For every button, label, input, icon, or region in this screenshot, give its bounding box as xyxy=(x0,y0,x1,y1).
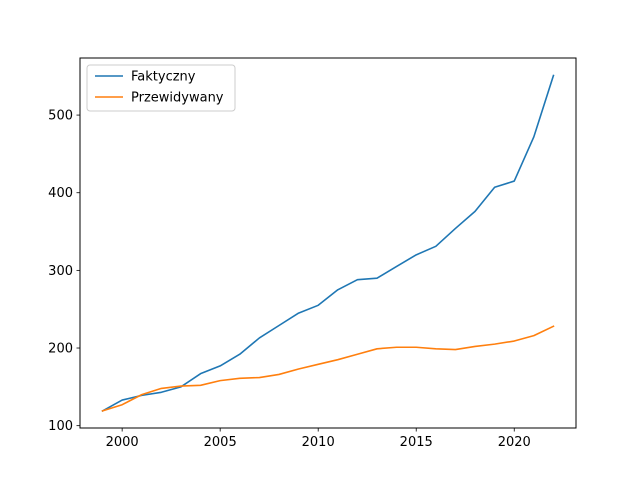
legend: Faktyczny Przewidywany xyxy=(86,64,236,112)
data-point xyxy=(337,359,338,360)
data-point xyxy=(278,325,279,326)
data-point xyxy=(376,348,377,349)
y-tick-label: 500 xyxy=(48,109,73,124)
data-point xyxy=(122,399,123,400)
data-point xyxy=(122,404,123,405)
data-point xyxy=(474,211,475,212)
data-point xyxy=(298,368,299,369)
data-point xyxy=(435,246,436,247)
data-point xyxy=(259,337,260,338)
x-tick-label: 2020 xyxy=(498,435,531,450)
data-point xyxy=(318,305,319,306)
x-tick-label: 2000 xyxy=(106,435,139,450)
axes-frame xyxy=(79,57,577,429)
y-tick-label: 300 xyxy=(48,264,73,279)
x-tick-label: 2005 xyxy=(204,435,237,450)
data-point xyxy=(357,354,358,355)
data-point xyxy=(533,136,534,137)
data-point xyxy=(376,278,377,279)
data-point xyxy=(180,385,181,386)
legend-label-przewidywany: Przewidywany xyxy=(131,91,224,106)
data-point xyxy=(455,228,456,229)
series-line-przewidywany xyxy=(101,325,555,412)
data-point xyxy=(141,394,142,395)
y-axis: 100 200 300 400 500 xyxy=(48,109,80,434)
data-point xyxy=(259,377,260,378)
legend-box xyxy=(86,64,236,112)
data-point xyxy=(553,326,554,327)
x-tick-label: 2015 xyxy=(400,435,433,450)
data-point xyxy=(161,392,162,393)
y-tick-label: 200 xyxy=(48,342,73,357)
plot-area xyxy=(101,74,555,413)
data-point xyxy=(416,254,417,255)
data-point xyxy=(102,410,103,411)
legend-label-faktyczny: Faktyczny xyxy=(131,70,196,85)
data-point xyxy=(200,385,201,386)
data-point xyxy=(494,187,495,188)
data-point xyxy=(161,388,162,389)
y-tick-label: 100 xyxy=(48,419,73,434)
x-tick-label: 2010 xyxy=(302,435,335,450)
x-axis: 2000 2005 2010 2015 2020 xyxy=(106,428,531,450)
data-point xyxy=(220,380,221,381)
series-line-faktyczny xyxy=(101,74,555,413)
data-point xyxy=(455,349,456,350)
data-point xyxy=(318,364,319,365)
data-point xyxy=(494,344,495,345)
data-point xyxy=(474,346,475,347)
data-point xyxy=(220,365,221,366)
data-point xyxy=(416,347,417,348)
data-point xyxy=(278,374,279,375)
data-point xyxy=(553,75,554,76)
data-point xyxy=(337,289,338,290)
data-point xyxy=(239,378,240,379)
data-point xyxy=(514,340,515,341)
data-point xyxy=(357,279,358,280)
data-point xyxy=(298,312,299,313)
y-tick-label: 400 xyxy=(48,186,73,201)
data-point xyxy=(396,266,397,267)
data-point xyxy=(200,373,201,374)
data-point xyxy=(514,180,515,181)
data-point xyxy=(435,348,436,349)
data-point xyxy=(533,335,534,336)
data-point xyxy=(396,347,397,348)
data-point xyxy=(239,354,240,355)
